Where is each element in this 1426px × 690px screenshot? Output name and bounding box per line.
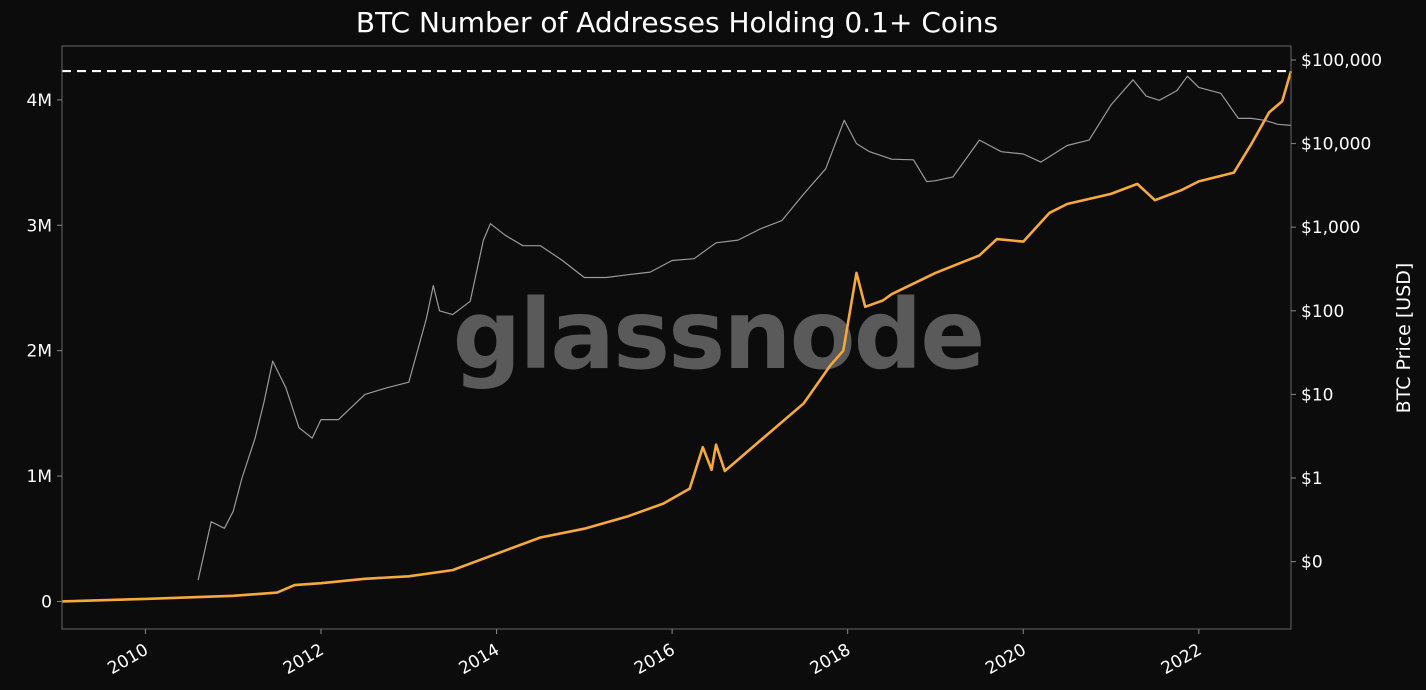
y-tick-label: 4M <box>27 91 52 111</box>
y-tick-label: 0 <box>41 592 52 612</box>
y2-tick-label: $100,000 <box>1301 51 1382 71</box>
y-axis-right: $0 $1 $10 $100 $1,000 $10,000 $100,000 <box>1291 51 1382 573</box>
y-tick-label: 2M <box>27 342 52 362</box>
addresses-series-line <box>61 70 1293 603</box>
y-tick-label: 3M <box>27 216 52 236</box>
y2-tick-label: $100 <box>1301 302 1344 322</box>
y2-tick-label: $1 <box>1301 469 1323 489</box>
y2-tick-label: $0 <box>1301 553 1323 573</box>
plot-layer <box>61 69 1293 603</box>
price-series-line <box>197 75 1292 581</box>
y2-tick-label: $10 <box>1301 385 1333 405</box>
chart-title: BTC Number of Addresses Holding 0.1+ Coi… <box>356 6 998 39</box>
watermark-logo: glassnode <box>453 279 984 391</box>
y2-tick-label: $10,000 <box>1301 135 1371 155</box>
y-tick-label: 1M <box>27 467 52 487</box>
y2-axis-label: BTC Price [USD] <box>1393 263 1415 414</box>
y-axis-left: 0 1M 2M 3M 4M <box>27 91 62 612</box>
plot-frame <box>61 45 1292 630</box>
y2-tick-label: $1,000 <box>1301 218 1360 238</box>
